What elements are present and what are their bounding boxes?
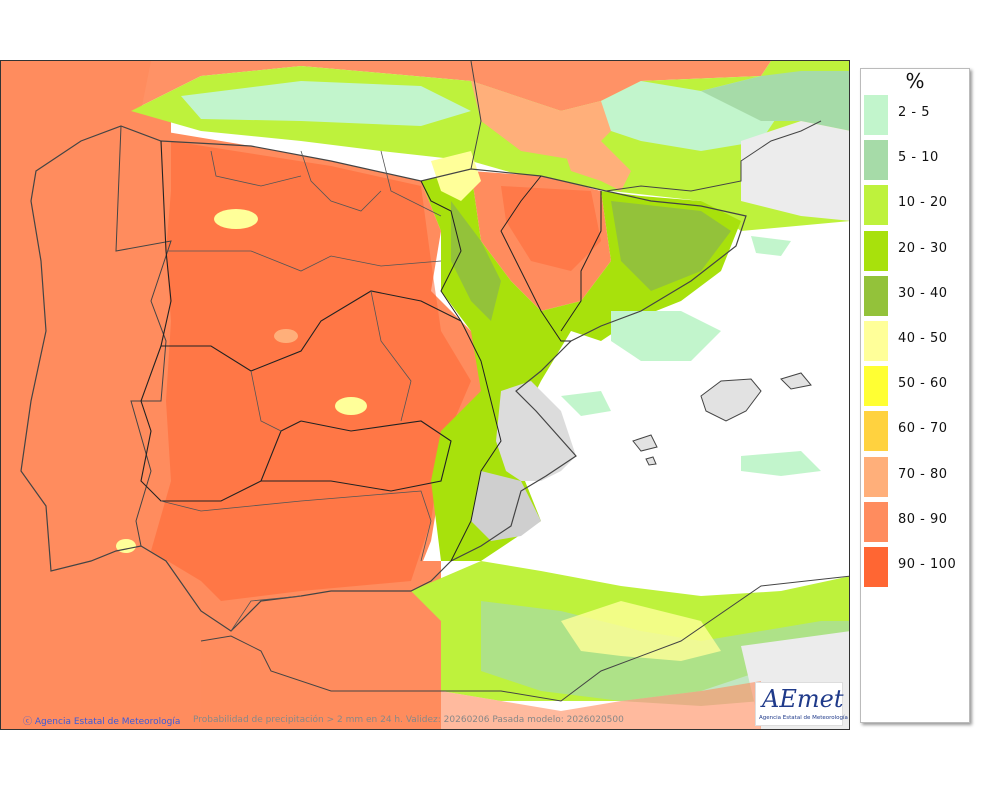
legend-swatch xyxy=(864,366,888,407)
legend-label: 10 - 20 xyxy=(898,195,948,211)
legend-label: 30 - 40 xyxy=(898,285,948,301)
legend-swatch xyxy=(864,275,888,316)
legend-item: 70 - 80 xyxy=(861,455,969,499)
legend-label: 5 - 10 xyxy=(898,150,939,166)
aemet-logo: AEmet Agencia Estatal de Meteorología xyxy=(755,682,848,726)
legend-item: 10 - 20 xyxy=(861,183,969,227)
legend-swatch xyxy=(864,411,888,452)
legend-label: 50 - 60 xyxy=(898,376,948,392)
legend-label: 70 - 80 xyxy=(898,466,948,482)
legend-swatch xyxy=(864,185,888,226)
legend-item: 30 - 40 xyxy=(861,274,969,318)
copyright-icon: ⓒ xyxy=(23,717,33,727)
agency-credit: ⓒ Agencia Estatal de Meteorología xyxy=(23,714,180,727)
legend-item: 20 - 30 xyxy=(861,229,969,273)
legend-swatch xyxy=(864,456,888,497)
legend-panel: % 2 - 5 5 - 10 10 - 20 20 - 30 30 - 40 40 - 5… xyxy=(860,68,970,723)
legend-swatch xyxy=(864,501,888,542)
legend-unit: % xyxy=(905,69,925,93)
aemet-logo-text: AEmet xyxy=(762,685,844,713)
legend-label: 40 - 50 xyxy=(898,331,948,346)
probability-map: ⓒ Agencia Estatal de Meteorología Probab… xyxy=(0,60,850,730)
legend-swatch xyxy=(864,547,888,587)
map-caption: Probabilidad de precipitación > 2 mm en … xyxy=(193,715,624,725)
legend-item: 2 - 5 xyxy=(861,93,969,137)
agency-credit-text: Agencia Estatal de Meteorología xyxy=(34,717,181,727)
legend-item: 40 - 50 xyxy=(861,319,969,363)
legend-item: 5 - 10 xyxy=(861,138,969,182)
legend-item: 60 - 70 xyxy=(861,409,969,453)
legend-swatch xyxy=(864,95,888,135)
legend-item: 90 - 100 xyxy=(861,545,969,589)
legend-label: 90 - 100 xyxy=(898,557,957,572)
map-graphic xyxy=(1,61,849,729)
legend-label: 60 - 70 xyxy=(898,421,948,437)
legend-swatch xyxy=(864,140,888,181)
legend-swatch xyxy=(864,230,888,271)
legend-label: 20 - 30 xyxy=(898,240,948,256)
legend-label: 80 - 90 xyxy=(898,511,948,527)
aemet-logo-subtitle: Agencia Estatal de Meteorología xyxy=(759,715,848,721)
legend-label: 2 - 5 xyxy=(898,105,930,120)
legend-item: 50 - 60 xyxy=(861,364,969,408)
legend-swatch xyxy=(864,321,888,361)
legend-item: 80 - 90 xyxy=(861,500,969,544)
